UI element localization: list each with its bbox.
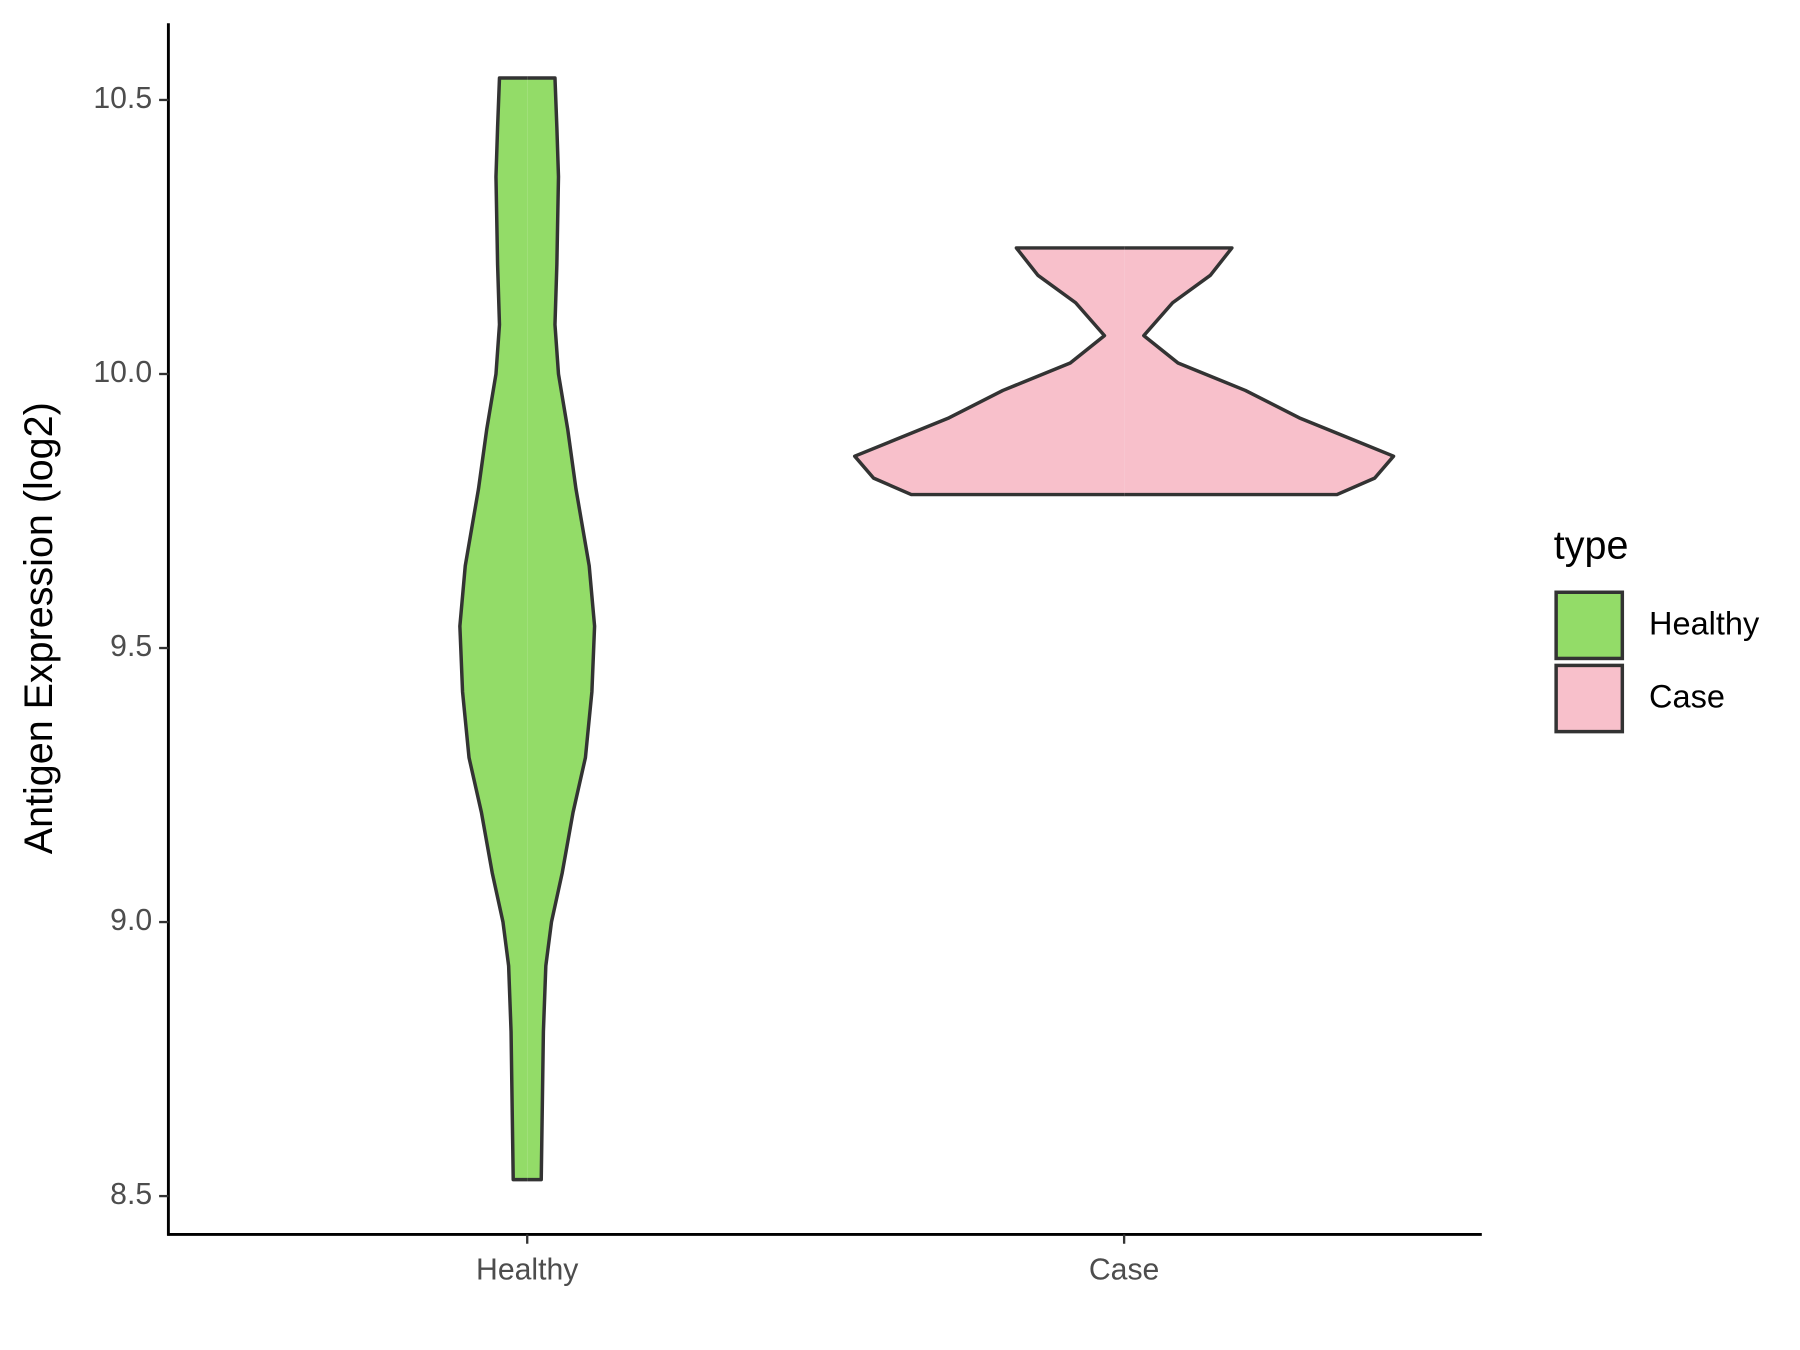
violin-half (1124, 246, 1396, 497)
y-tick-label: 9.5 (110, 630, 152, 663)
y-axis-title: Antigen Expression (log2) (17, 402, 61, 854)
violin-half (852, 246, 1125, 497)
legend-key (1554, 590, 1625, 661)
x-tick-label: Healthy (476, 1254, 579, 1287)
legend-title: type (1554, 524, 1629, 568)
y-tick-label: 10.5 (93, 82, 152, 115)
y-tick-label: 8.5 (110, 1178, 152, 1211)
legend-label: Healthy (1649, 606, 1760, 642)
y-tick-label: 10.0 (93, 356, 152, 389)
violin-half (458, 76, 528, 1182)
violin-half (527, 76, 597, 1182)
y-tick-label: 9.0 (110, 904, 152, 937)
x-tick-label: Case (1089, 1254, 1159, 1287)
legend-key (1554, 663, 1625, 734)
legend-label: Case (1649, 679, 1725, 715)
